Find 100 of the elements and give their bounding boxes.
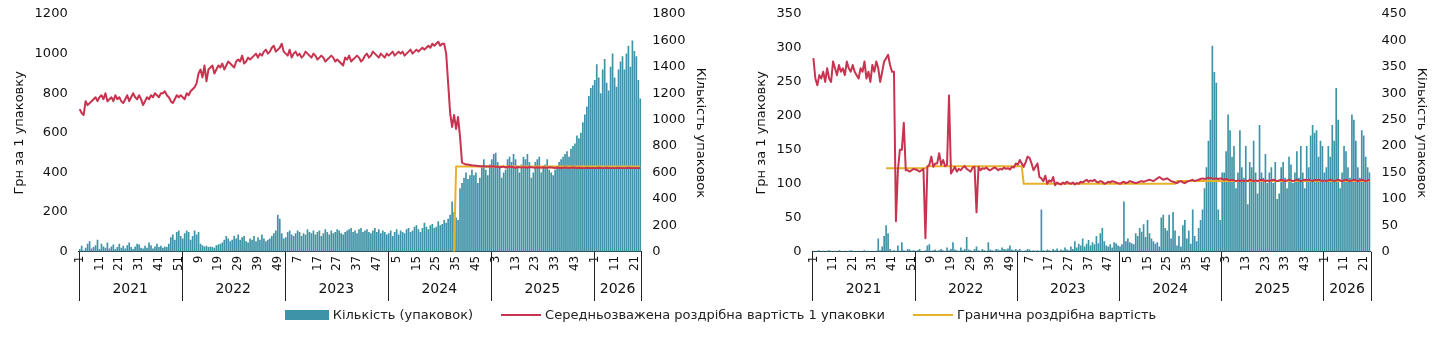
x-tick-label: 45 [468,255,483,272]
y-tick-label: 600 [42,124,68,140]
y2-tick-label: 150 [1381,163,1407,179]
x-tick-label: 5 [1119,255,1134,264]
text: 2024 [1152,279,1189,296]
y2-tick-label: 1400 [652,58,686,74]
x-tick-label: 21 [1355,255,1370,272]
x-tick-label: 17 [309,255,324,272]
y2-tick-label: 350 [1381,58,1407,74]
legend-label: Кількість (упаковок) [332,307,474,322]
x-tick-label: 33 [1277,255,1292,272]
y-tick-label: 1200 [34,5,68,21]
y-tick-label: 150 [776,141,802,157]
y2-tick-label: 800 [652,137,678,153]
y2-tick-label: 400 [1381,31,1407,47]
text: 2022 [215,279,252,296]
y2-tick-label: 1600 [652,31,686,47]
text: 2026 [1329,279,1365,296]
x-tick-label: 21 [111,255,126,272]
x-tick-label: 13 [507,255,522,272]
text: 2023 [1050,279,1086,296]
y-tick-label: 400 [42,163,68,179]
x-tick-label: 11 [91,255,106,272]
y2-tick-label: 400 [652,190,678,206]
y-tick-label: 50 [784,209,802,225]
x-tick-label: 27 [329,255,344,272]
x-tick-label: 35 [448,255,463,272]
x-tick-label: 9 [923,255,938,264]
x-tick-label: 47 [368,255,383,272]
x-tick-label: 41 [884,255,899,272]
y2-tick-label: 0 [652,243,661,259]
x-tick-label: 39 [250,255,265,272]
x-tick-label: 11 [606,255,621,272]
x-tick-label: 29 [230,255,245,272]
x-tick-label: 7 [1021,255,1036,264]
x-tick-label: 11 [825,255,840,272]
text: 2021 [112,279,149,296]
x-tick-label: 5 [388,255,403,264]
legend-label: Гранична роздрібна вартість [956,307,1157,322]
x-tick-label: 29 [962,255,977,272]
x-tick-label: 15 [408,255,423,272]
y2-tick-label: 450 [1381,5,1407,21]
x-tick-label: 49 [269,255,284,272]
text: 2025 [524,279,561,296]
y2-tick-label: 100 [1381,190,1407,206]
x-tick-label: 43 [567,255,582,272]
y-tick-label: 0 [59,243,68,259]
x-tick-label: 45 [1198,255,1213,272]
y2-axis-title: Кількість упаковок [1414,67,1430,199]
x-tick-label: 21 [844,255,859,272]
x-tick-label: 39 [982,255,997,272]
y2-tick-label: 50 [1381,216,1399,232]
y-tick-label: 200 [42,203,68,219]
x-tick-label: 23 [1257,255,1272,272]
text: 2021 [845,279,882,296]
x-tick-label: 31 [131,255,146,272]
y2-tick-label: 200 [1381,137,1407,153]
x-tick-label: 37 [349,255,364,272]
x-tick-label: 41 [151,255,166,272]
y2-tick-label: 250 [1381,111,1407,127]
x-tick-label: 11 [1336,255,1351,272]
text: 2022 [947,279,984,296]
x-tick-label: 33 [547,255,562,272]
y2-tick-label: 600 [652,163,678,179]
y2-tick-label: 200 [652,216,678,232]
x-tick-label: 15 [1139,255,1154,272]
x-tick-label: 49 [1002,255,1017,272]
x-tick-label: 47 [1100,255,1115,272]
text: 2023 [318,279,355,296]
y2-tick-label: 1200 [652,84,686,100]
text: 2026 [599,279,636,296]
y-tick-label: 250 [776,73,802,89]
x-tick-label: 25 [428,255,443,272]
x-tick-label: 31 [864,255,879,272]
x-tick-label: 19 [210,255,225,272]
x-tick-label: 51 [903,255,918,272]
x-tick-label: 9 [190,255,205,264]
x-tick-label: 17 [1041,255,1056,272]
y-axis-title: Грн за 1 упаковку [753,70,769,195]
y-tick-label: 800 [42,84,68,100]
x-tick-label: 27 [1061,255,1076,272]
y2-tick-label: 1800 [652,5,686,21]
x-tick-label: 43 [1296,255,1311,272]
y-tick-label: 1000 [34,45,68,60]
x-tick-label: 13 [1237,255,1252,272]
text: 2024 [421,279,458,296]
y-tick-label: 300 [776,39,802,55]
x-tick-label: 51 [170,255,185,272]
y-tick-label: 100 [776,175,802,191]
x-tick-label: 19 [943,255,958,272]
text: 2025 [1254,279,1291,296]
x-tick-label: 35 [1178,255,1193,272]
y2-tick-label: 0 [1381,243,1390,259]
legend-label: Середньозважена роздрібна вартість 1 упаковки [545,307,885,322]
x-tick-label: 21 [626,255,641,272]
y-tick-label: 200 [776,107,802,123]
x-tick-label: 7 [289,255,304,264]
y-axis-title: Грн за 1 упаковку [11,70,27,195]
y2-tick-label: 1000 [652,111,686,127]
x-tick-label: 37 [1080,255,1095,272]
